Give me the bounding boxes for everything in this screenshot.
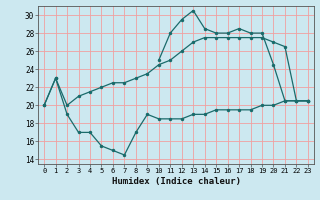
X-axis label: Humidex (Indice chaleur): Humidex (Indice chaleur): [111, 177, 241, 186]
